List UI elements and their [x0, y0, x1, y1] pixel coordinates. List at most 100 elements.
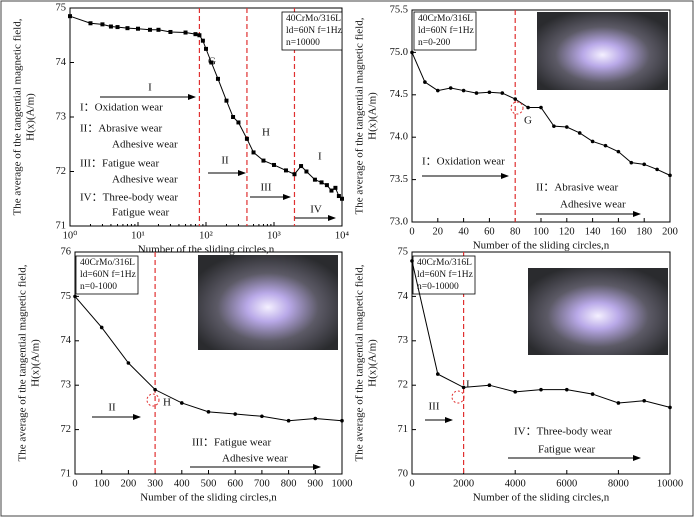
data-point	[231, 115, 236, 119]
x-tick-label: 0	[409, 478, 414, 489]
data-point	[410, 259, 414, 263]
data-point	[448, 86, 453, 90]
y-tick-label: 73	[56, 111, 67, 122]
x-tick-label: 160	[611, 226, 627, 237]
data-point	[236, 120, 241, 125]
data-point	[513, 390, 517, 394]
y-tick-label: 76	[61, 246, 72, 257]
annotation: H	[163, 397, 171, 409]
data-point	[180, 401, 184, 405]
info-text: n=0-1000	[80, 282, 117, 292]
data-point	[153, 387, 157, 392]
annotation: Adhesive wear	[222, 453, 288, 465]
annotation: I	[466, 379, 470, 391]
plot-frame	[411, 251, 671, 475]
annotation: Adhesive wear	[112, 174, 178, 186]
data-point	[539, 387, 543, 392]
annotation: Fatigue wear	[538, 444, 595, 456]
y-tick-label: 72	[398, 380, 409, 391]
annotation: IV：Three-body wear	[80, 192, 178, 204]
y-tick-label: 73	[398, 335, 409, 346]
data-point	[215, 76, 220, 81]
data-point	[224, 98, 229, 103]
x-tick-label: 300	[147, 478, 163, 489]
annotation: II：Abrasive wear	[80, 123, 162, 135]
annotation: II：Abrasive wear	[536, 182, 618, 194]
data-point	[100, 22, 105, 27]
data-point	[423, 80, 427, 84]
data-point	[487, 383, 492, 388]
y-tick-label: 74.0	[390, 132, 408, 143]
data-point	[629, 160, 634, 165]
data-point	[565, 125, 569, 129]
highlight-circle	[451, 390, 465, 404]
y-axis-label: H(x)(A/m)	[367, 339, 379, 387]
x-tick-label: 200	[662, 226, 678, 237]
annotation: IV：Three-body wear	[514, 426, 612, 438]
y-tick-label: 71	[61, 468, 72, 479]
data-point	[668, 173, 672, 178]
x-tick-label: 100	[94, 478, 110, 489]
y-tick-label: 71	[398, 424, 409, 435]
annotation: Adhesive wear	[112, 139, 178, 151]
x-axis-label: Number of the sliding circles,n	[138, 244, 275, 256]
data-point	[336, 194, 341, 199]
data-point	[410, 50, 414, 55]
x-tick-label: 500	[201, 478, 217, 489]
data-point	[299, 164, 304, 169]
y-tick-label: 74.5	[390, 89, 408, 100]
data-point	[156, 27, 161, 32]
data-point	[461, 385, 466, 390]
data-point	[292, 172, 297, 177]
x-tick-label: 700	[254, 478, 270, 489]
x-tick-label: 4000	[505, 478, 526, 489]
data-point	[99, 325, 104, 330]
data-point	[244, 136, 249, 141]
x-tick-label: 800	[281, 478, 297, 489]
data-point	[616, 401, 621, 405]
y-tick-label: 75.5	[390, 4, 408, 15]
data-point	[233, 412, 237, 416]
y-axis-label: The average of the tangential magnetic f…	[354, 17, 366, 214]
annotation: II	[221, 155, 229, 167]
info-box	[412, 255, 476, 295]
x-tick-label: 600	[227, 478, 243, 489]
x-tick-label: 10¹	[131, 230, 145, 241]
y-tick-label: 71	[56, 220, 67, 231]
annotation: III	[429, 401, 440, 413]
data-point	[261, 158, 266, 163]
annotation: G	[524, 115, 532, 127]
y-tick-label: 72	[56, 166, 67, 177]
annotation: G	[208, 56, 216, 68]
info-text: n=0-10000	[417, 282, 459, 292]
data-point	[577, 131, 582, 135]
annotation: I：Oxidation wear	[422, 156, 505, 168]
annotation: I	[148, 82, 152, 94]
x-tick-label: 10⁰	[63, 229, 79, 241]
data-point	[88, 21, 93, 26]
y-axis-label: H(x)(A/m)	[30, 339, 42, 387]
data-point	[616, 149, 621, 154]
info-text: 40CrMo/316L	[417, 258, 472, 268]
data-point	[668, 405, 672, 410]
photo	[537, 12, 668, 90]
x-tick-label: 8000	[608, 478, 629, 489]
data-point	[552, 124, 556, 128]
highlight-circle	[510, 101, 524, 115]
x-axis-label: Number of the sliding circles,n	[140, 492, 277, 504]
x-tick-label: 10000	[657, 478, 683, 489]
x-tick-label: 10²	[199, 230, 213, 241]
data-point	[340, 418, 344, 423]
data-point	[642, 162, 646, 167]
data-point	[286, 418, 291, 423]
y-tick-label: 70	[398, 468, 409, 479]
x-tick-label: 180	[636, 226, 652, 237]
info-box	[281, 11, 343, 51]
data-point	[272, 162, 276, 167]
data-point	[197, 33, 202, 38]
data-point	[565, 387, 569, 392]
y-tick-label: 75	[61, 291, 72, 302]
x-tick-label: 80	[510, 226, 521, 237]
x-tick-label: 6000	[556, 478, 577, 489]
